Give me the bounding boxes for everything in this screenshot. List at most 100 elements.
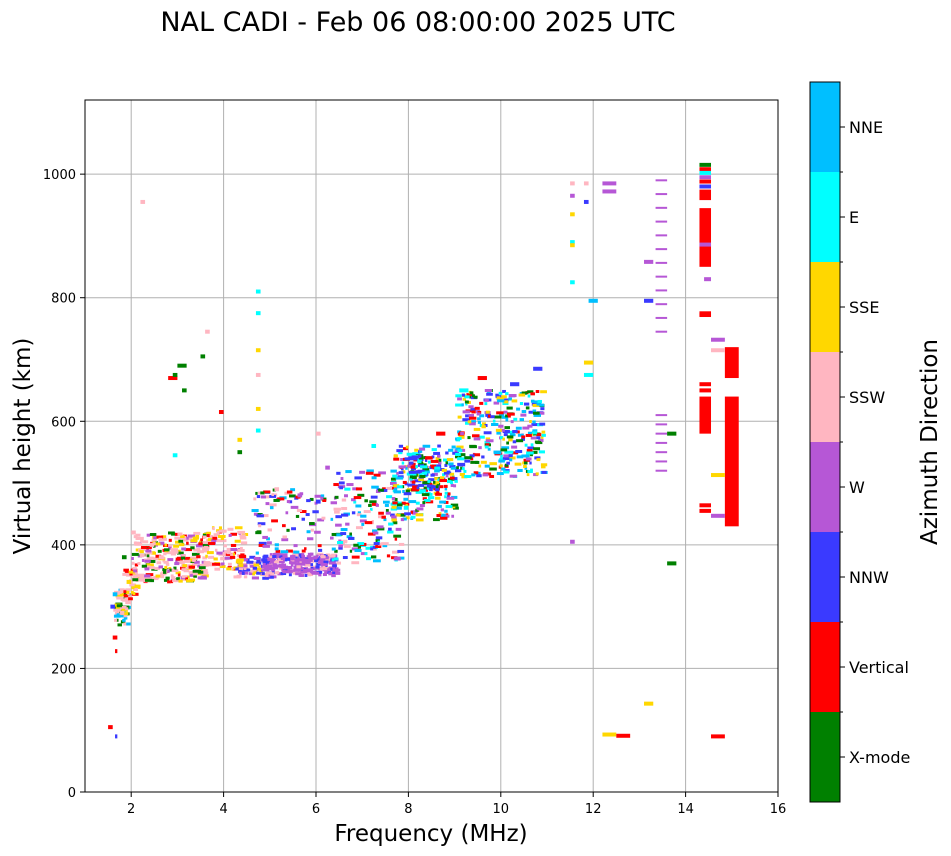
x-tick-label: 8	[404, 802, 412, 817]
echo-point	[415, 501, 420, 505]
echo-point	[282, 535, 287, 539]
echo-point	[175, 557, 183, 561]
echo-point	[506, 441, 510, 445]
echo-point	[170, 552, 177, 556]
echo-point	[191, 552, 200, 556]
echo-point	[461, 403, 464, 407]
echo-point	[371, 476, 377, 480]
echo-point	[229, 555, 236, 559]
echo-point	[367, 532, 376, 536]
echo-point	[165, 576, 170, 580]
echo-point	[422, 468, 430, 472]
echo-segment	[711, 473, 725, 478]
echo-segment	[121, 555, 127, 560]
echo-point	[445, 451, 449, 455]
echo-segment	[371, 444, 377, 448]
echo-point	[254, 561, 262, 565]
echo-point	[178, 543, 185, 547]
echo-stripe	[655, 469, 668, 472]
echo-point	[263, 490, 271, 494]
echo-point	[375, 545, 382, 549]
echo-point	[285, 549, 293, 553]
echo-point	[500, 395, 507, 399]
echo-point	[234, 539, 241, 543]
echo-segment	[699, 313, 712, 318]
echo-point	[378, 471, 386, 475]
echo-point	[121, 608, 126, 612]
echo-point	[406, 472, 415, 476]
echo-point	[365, 546, 372, 550]
echo-point	[315, 565, 320, 569]
echo-point	[434, 488, 440, 492]
echo-segment	[158, 555, 164, 560]
echo-point	[249, 564, 255, 568]
echo-point	[506, 406, 513, 410]
echo-point	[310, 566, 314, 570]
echo-point	[288, 573, 292, 577]
echo-point	[446, 470, 451, 474]
echo-stripe	[655, 234, 668, 237]
echo-point	[402, 470, 406, 474]
echo-point	[415, 513, 424, 517]
echo-point	[411, 467, 416, 471]
echo-segment	[131, 530, 136, 535]
echo-point	[507, 414, 511, 418]
echo-point	[393, 457, 400, 461]
echo-point	[337, 540, 344, 544]
echo-point	[306, 530, 311, 534]
echo-point	[346, 535, 353, 539]
echo-point	[251, 568, 256, 572]
echo-point	[146, 551, 153, 555]
echo-point	[414, 448, 419, 452]
echo-point	[164, 566, 168, 570]
echo-point	[275, 555, 280, 559]
echo-point	[398, 465, 402, 469]
echo-point	[144, 574, 151, 578]
echo-point	[533, 473, 539, 477]
echo-point	[498, 391, 503, 395]
echo-point	[360, 552, 368, 556]
echo-point	[132, 574, 137, 578]
echo-point	[124, 597, 132, 601]
echo-point	[206, 534, 210, 538]
echo-point	[224, 556, 230, 560]
echo-point	[370, 495, 378, 499]
echo-point	[389, 481, 397, 485]
echo-point	[429, 482, 433, 486]
echo-point	[489, 462, 497, 466]
echo-segment	[570, 280, 575, 285]
echo-segment	[119, 610, 125, 615]
echo-point	[132, 567, 137, 571]
colorbar-tick-label: NNE	[849, 118, 883, 137]
echo-point	[305, 513, 310, 517]
echo-point	[498, 413, 505, 417]
echo-point	[430, 465, 434, 469]
echo-point	[485, 437, 491, 441]
echo-point	[301, 517, 305, 521]
echo-point	[271, 519, 278, 523]
echo-point	[153, 541, 156, 545]
echo-segment	[436, 431, 446, 436]
echo-point	[326, 559, 332, 563]
echo-point	[258, 541, 267, 545]
echo-point	[147, 556, 154, 560]
echo-point	[430, 473, 435, 477]
echo-point	[464, 395, 470, 399]
echo-segment	[583, 181, 589, 186]
echo-point	[446, 496, 455, 500]
echo-segment	[699, 162, 712, 167]
echo-point	[532, 403, 540, 407]
echo-point	[432, 518, 440, 522]
echo-point	[325, 553, 331, 557]
echo-point	[370, 555, 377, 559]
echo-segment	[644, 701, 654, 706]
echo-stripe	[655, 248, 668, 251]
echo-point	[530, 443, 534, 447]
echo-point	[230, 532, 238, 536]
echo-point	[393, 487, 398, 491]
echo-point	[175, 571, 181, 575]
echo-point	[307, 537, 314, 541]
echo-point	[311, 571, 320, 575]
echo-point	[335, 515, 342, 519]
echo-point	[260, 514, 269, 518]
